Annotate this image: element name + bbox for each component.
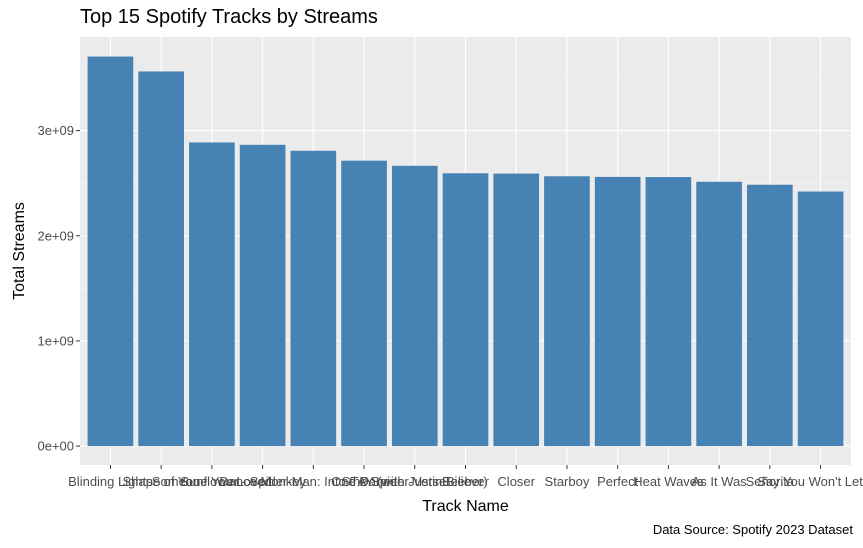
- x-tick-label: Starboy: [545, 474, 590, 489]
- bar-12: [645, 177, 692, 447]
- bar-9: [493, 173, 540, 447]
- y-tick-label: 2e+09: [37, 228, 74, 243]
- x-axis-title: Track Name: [422, 498, 509, 515]
- x-tick-label: One Dance: [331, 474, 397, 489]
- bar-4: [239, 144, 286, 447]
- x-tick-label: Heat Waves: [633, 474, 704, 489]
- x-tick-label: Dance Monkey: [219, 474, 306, 489]
- y-tick-label: 0e+00: [37, 439, 74, 454]
- y-tick-label: 1e+09: [37, 333, 74, 348]
- y-axis-title: Total Streams: [11, 202, 28, 300]
- bar-2: [138, 71, 184, 447]
- bar-11: [594, 176, 641, 447]
- x-tick-label: Perfect: [597, 474, 639, 489]
- x-tick-label: Believer: [442, 474, 490, 489]
- x-tick-label: Closer: [497, 474, 535, 489]
- y-tick-label: 3e+09: [37, 123, 74, 138]
- x-tick-label: Señorita: [746, 474, 795, 489]
- x-tick-label: Shape of You: [122, 474, 199, 489]
- bar-10: [544, 176, 590, 447]
- x-tick-label: Say You Won't Let Go: [757, 474, 863, 489]
- x-tick-label: Sunflower - Spider-Man: Into the Spider-…: [180, 474, 446, 489]
- bar-13: [696, 181, 742, 447]
- bar-7: [391, 165, 438, 447]
- bar-15: [797, 191, 844, 447]
- x-tick-label: Blinding Lights: [68, 474, 153, 489]
- x-tick-label: As It Was: [692, 474, 748, 489]
- chart-caption: Data Source: Spotify 2023 Dataset: [652, 522, 853, 537]
- bar-14: [747, 184, 793, 447]
- bar-1: [87, 56, 134, 447]
- x-tick-label: STAY (with Justin Bieber): [342, 474, 488, 489]
- bar-5: [290, 150, 337, 447]
- x-tick-label: Someone You Loved: [152, 474, 272, 489]
- bar-6: [341, 160, 387, 447]
- bar-8: [442, 173, 489, 447]
- chart-title: Top 15 Spotify Tracks by Streams: [80, 6, 378, 28]
- bar-3: [189, 142, 235, 447]
